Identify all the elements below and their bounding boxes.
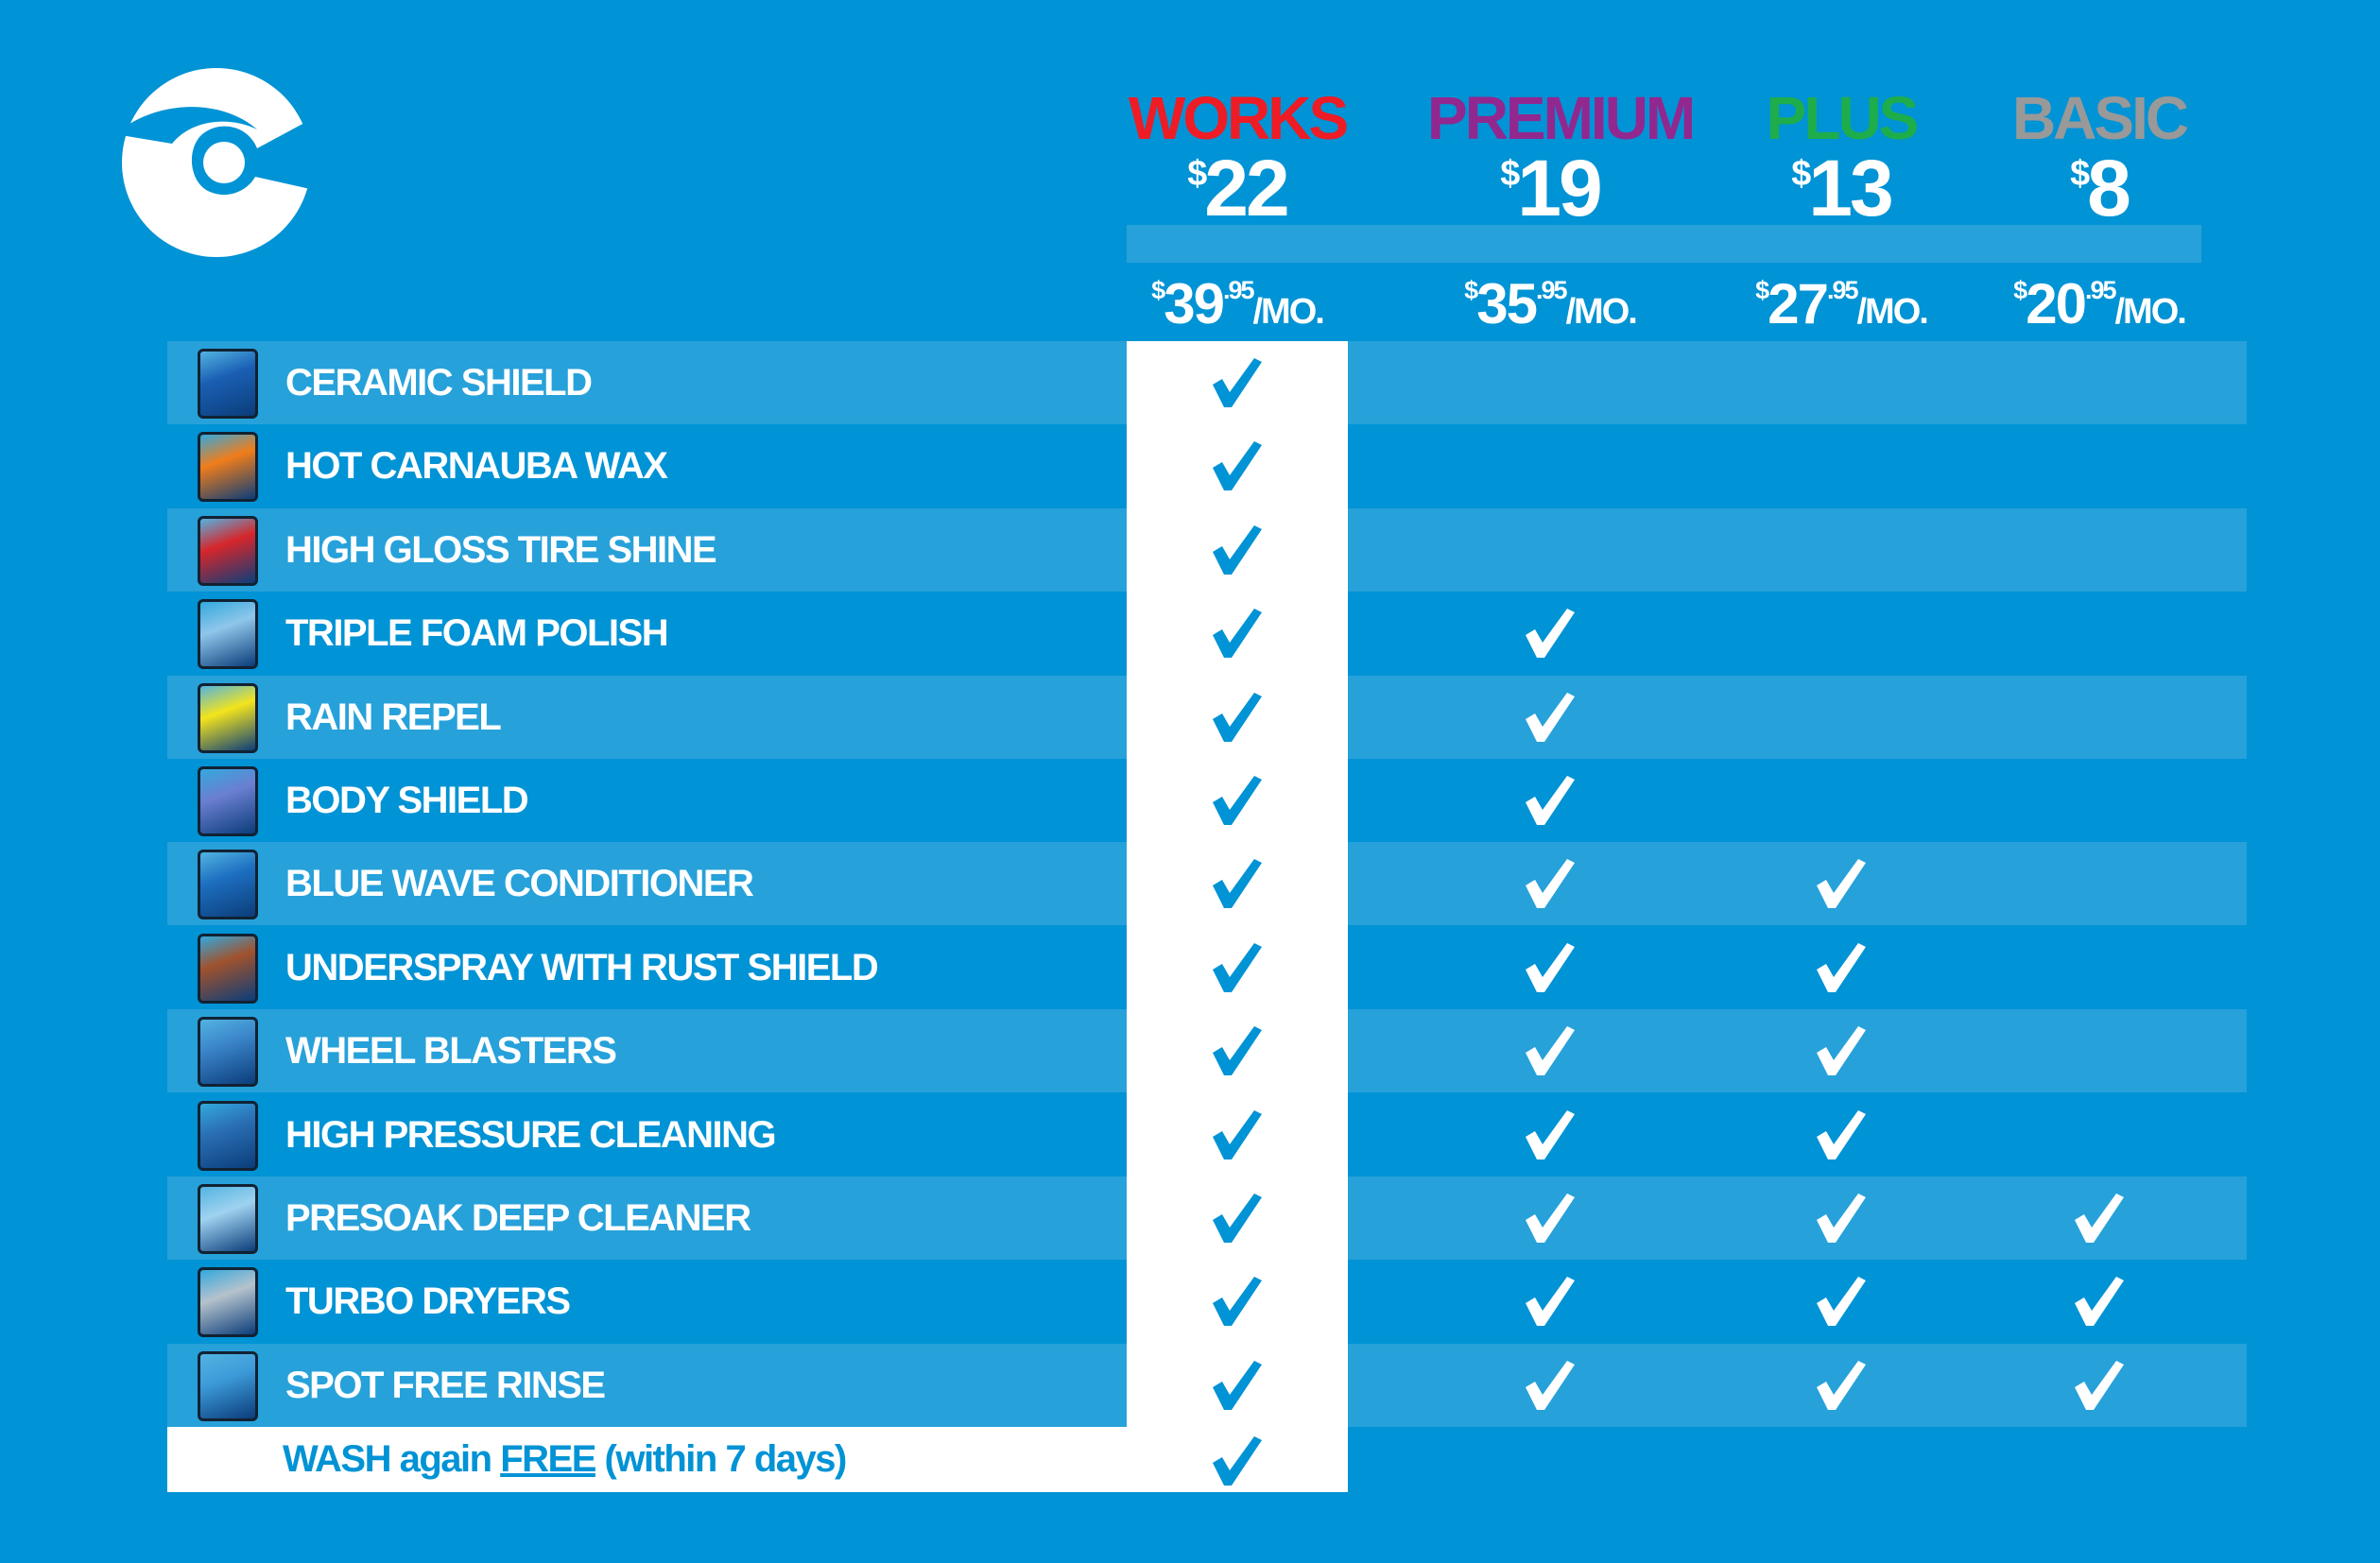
tier-monthly-price: $39.95/MO. bbox=[1151, 272, 1325, 335]
check-icon bbox=[1526, 942, 1575, 992]
check-icon bbox=[1526, 1109, 1575, 1159]
feature-row: HOT CARNAUBA WAX bbox=[167, 424, 2247, 507]
high-pressure-icon bbox=[198, 1100, 258, 1171]
check-icon bbox=[1213, 1436, 1262, 1486]
check-icon bbox=[1526, 1360, 1575, 1410]
check-icon bbox=[1213, 692, 1262, 742]
check-icon bbox=[1817, 942, 1866, 992]
feature-label: TRIPLE FOAM POLISH bbox=[285, 612, 669, 655]
check-icon bbox=[1526, 1277, 1575, 1327]
check-icon bbox=[2075, 1360, 2124, 1410]
works-highlight-column bbox=[1127, 341, 1348, 1492]
feature-label: HIGH GLOSS TIRE SHINE bbox=[285, 528, 717, 571]
check-icon bbox=[2075, 1277, 2124, 1327]
check-icon bbox=[1213, 1109, 1262, 1159]
wash-again-row: WASH again FREE (within 7 days) bbox=[167, 1427, 1127, 1492]
check-icon bbox=[1526, 859, 1575, 909]
check-icon bbox=[1526, 1194, 1575, 1243]
check-icon bbox=[1213, 609, 1262, 659]
check-icon bbox=[1526, 776, 1575, 825]
body-shield-icon bbox=[198, 766, 258, 836]
wash-again-text: WASH again FREE (within 7 days) bbox=[283, 1438, 847, 1480]
feature-row: HIGH PRESSURE CLEANING bbox=[167, 1093, 2247, 1177]
check-icon bbox=[1526, 609, 1575, 659]
ceramic-shield-icon bbox=[198, 349, 258, 419]
tier-single-price: $22 bbox=[1187, 144, 1289, 232]
check-icon bbox=[1817, 1360, 1866, 1410]
triple-foam-icon bbox=[198, 599, 258, 670]
wave-c-logo bbox=[115, 68, 319, 257]
tier-name-works: WORKS bbox=[1128, 84, 1349, 152]
feature-row: BODY SHIELD bbox=[167, 759, 2247, 842]
check-icon bbox=[1213, 524, 1262, 575]
check-icon bbox=[1817, 1194, 1866, 1243]
feature-label: CERAMIC SHIELD bbox=[285, 362, 593, 404]
feature-label: SPOT FREE RINSE bbox=[285, 1364, 606, 1406]
tier-monthly-price: $20.95/MO. bbox=[2013, 272, 2187, 335]
check-icon bbox=[1213, 1277, 1262, 1327]
tier-name-basic: BASIC bbox=[2011, 84, 2189, 152]
check-icon bbox=[1213, 1360, 1262, 1410]
feature-label: RAIN REPEL bbox=[285, 696, 502, 738]
carnauba-wax-icon bbox=[198, 432, 258, 503]
check-icon bbox=[1213, 358, 1262, 407]
check-icon bbox=[1213, 1194, 1262, 1243]
tier-monthly-price: $35.95/MO. bbox=[1464, 272, 1638, 335]
blue-wave-icon bbox=[198, 850, 258, 920]
feature-label: UNDERSPRAY WITH RUST SHIELD bbox=[285, 946, 879, 988]
check-icon bbox=[1526, 1026, 1575, 1076]
feature-label: BODY SHIELD bbox=[285, 780, 529, 821]
wheel-blaster-icon bbox=[198, 1017, 258, 1088]
underspray-icon bbox=[198, 933, 258, 1004]
check-icon bbox=[1213, 776, 1262, 825]
feature-label: HOT CARNAUBA WAX bbox=[285, 445, 668, 488]
check-icon bbox=[1213, 1026, 1262, 1076]
tier-name-premium: PREMIUM bbox=[1427, 84, 1696, 152]
check-icon bbox=[1526, 692, 1575, 742]
tier-monthly-price: $27.95/MO. bbox=[1755, 272, 1929, 335]
check-icon bbox=[1817, 1026, 1866, 1076]
feature-label: BLUE WAVE CONDITIONER bbox=[285, 863, 754, 905]
unlimited-band bbox=[1127, 225, 2201, 263]
check-icon bbox=[1213, 441, 1262, 491]
tire-shine-icon bbox=[198, 515, 258, 586]
rain-repel-icon bbox=[198, 682, 258, 753]
turbo-dryer-icon bbox=[198, 1267, 258, 1338]
presoak-icon bbox=[198, 1184, 258, 1254]
feature-row: TRIPLE FOAM POLISH bbox=[167, 592, 2247, 675]
tier-single-price: $19 bbox=[1500, 144, 1602, 232]
feature-label: PRESOAK DEEP CLEANER bbox=[285, 1197, 751, 1239]
check-icon bbox=[1817, 1277, 1866, 1327]
feature-label: TURBO DRYERS bbox=[285, 1280, 571, 1323]
check-icon bbox=[2075, 1194, 2124, 1243]
tier-single-price: $13 bbox=[1791, 144, 1893, 232]
check-icon bbox=[1213, 859, 1262, 909]
tier-name-plus: PLUS bbox=[1766, 84, 1920, 152]
check-icon bbox=[1817, 1109, 1866, 1159]
feature-row: TURBO DRYERS bbox=[167, 1260, 2247, 1343]
check-icon bbox=[1213, 942, 1262, 992]
feature-label: WHEEL BLASTERS bbox=[285, 1030, 617, 1073]
check-icon bbox=[1817, 859, 1866, 909]
feature-label: HIGH PRESSURE CLEANING bbox=[285, 1113, 777, 1156]
tier-single-price: $8 bbox=[2070, 144, 2131, 232]
feature-row: UNDERSPRAY WITH RUST SHIELD bbox=[167, 926, 2247, 1009]
spot-free-icon bbox=[198, 1350, 258, 1421]
